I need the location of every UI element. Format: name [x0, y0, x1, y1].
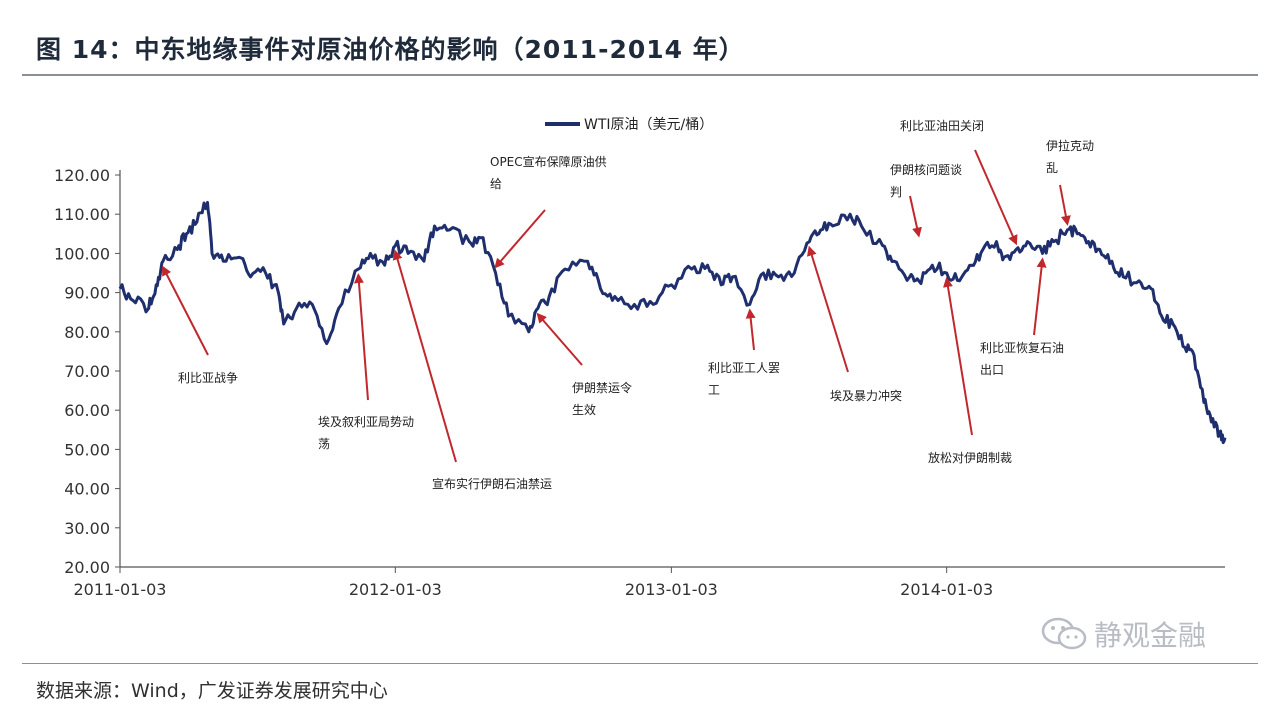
- annotation-label: 生效: [572, 402, 596, 417]
- annotation-label: 伊朗核问题谈: [890, 163, 962, 177]
- y-tick-label: 30.00: [64, 519, 110, 538]
- annotation-arrow: [745, 308, 756, 351]
- watermark: 静观金融: [1040, 614, 1206, 654]
- watermark-text: 静观金融: [1094, 619, 1207, 652]
- y-tick-label: 50.00: [64, 440, 110, 459]
- annotation-label: 判: [890, 185, 902, 199]
- y-tick-label: 110.00: [54, 205, 110, 224]
- annotation-label: 给: [490, 177, 502, 191]
- annotation-arrow: [943, 277, 973, 436]
- chart-legend: WTI原油（美元/桶）: [545, 117, 713, 133]
- annotation-arrow: [353, 273, 369, 401]
- annotation-arrow: [1033, 257, 1047, 336]
- annotation-label: 利比亚油田关闭: [900, 119, 984, 133]
- x-tick-label: 2013-01-03: [625, 580, 718, 599]
- annotation-label: OPEC宣布保障原油供: [490, 154, 607, 169]
- x-tick-label: 2011-01-03: [74, 580, 167, 599]
- y-tick-label: 100.00: [54, 244, 110, 263]
- annotation-arrow: [974, 149, 1018, 246]
- annotation-arrow: [392, 249, 457, 463]
- series-group: [118, 200, 1227, 445]
- annotation-label: 伊朗禁运令: [572, 380, 632, 395]
- source-note: 数据来源：Wind，广发证券发展研究中心: [36, 680, 388, 702]
- y-tick-label: 20.00: [64, 558, 110, 577]
- series-line-wti: [118, 200, 1227, 445]
- x-tick-label: 2014-01-03: [900, 580, 993, 599]
- title-divider: [22, 74, 1258, 76]
- y-tick-label: 120.00: [54, 166, 110, 185]
- annotation-label: 出口: [980, 363, 1004, 377]
- annotation-label: 伊拉克动: [1046, 138, 1094, 153]
- annotation-label: 荡: [318, 437, 330, 451]
- y-tick-label: 70.00: [64, 362, 110, 381]
- annotation-arrow: [162, 265, 209, 356]
- annotation-arrow: [536, 312, 583, 366]
- annotation-arrow: [494, 209, 546, 269]
- x-tick-label: 2012-01-03: [349, 580, 442, 599]
- annotation-label: 埃及叙利亚局势动: [318, 415, 414, 429]
- annotation-arrow: [806, 245, 849, 373]
- annotation-arrow: [909, 195, 922, 238]
- annotation-label: 乱: [1046, 161, 1058, 175]
- y-tick-label: 80.00: [64, 323, 110, 342]
- annotation-label: 宣布实行伊朗石油禁运: [432, 476, 552, 491]
- annotation-label: 利比亚恢复石油: [980, 341, 1064, 355]
- annotation-label: 放松对伊朗制裁: [928, 450, 1012, 465]
- legend-label: WTI原油（美元/桶）: [584, 117, 713, 133]
- wechat-icon: [1041, 617, 1087, 650]
- footer-divider: [22, 663, 1258, 664]
- annotation-arrow: [1059, 184, 1071, 226]
- y-tick-label: 60.00: [64, 401, 110, 420]
- annotation-label: 埃及暴力冲突: [830, 388, 902, 403]
- axes-group: 20.00 30.00 40.00 50.00 60.00 70.00 80.00 90.00…: [54, 166, 1225, 599]
- annotation-label: 利比亚工人罢: [708, 361, 780, 375]
- annotation-label: 利比亚战争: [178, 371, 238, 385]
- figure-title: 图 14：中东地缘事件对原油价格的影响（2011-2014 年）: [36, 35, 745, 64]
- y-tick-label: 90.00: [64, 284, 110, 303]
- annotation-label: 工: [708, 383, 720, 397]
- y-tick-label: 40.00: [64, 480, 110, 499]
